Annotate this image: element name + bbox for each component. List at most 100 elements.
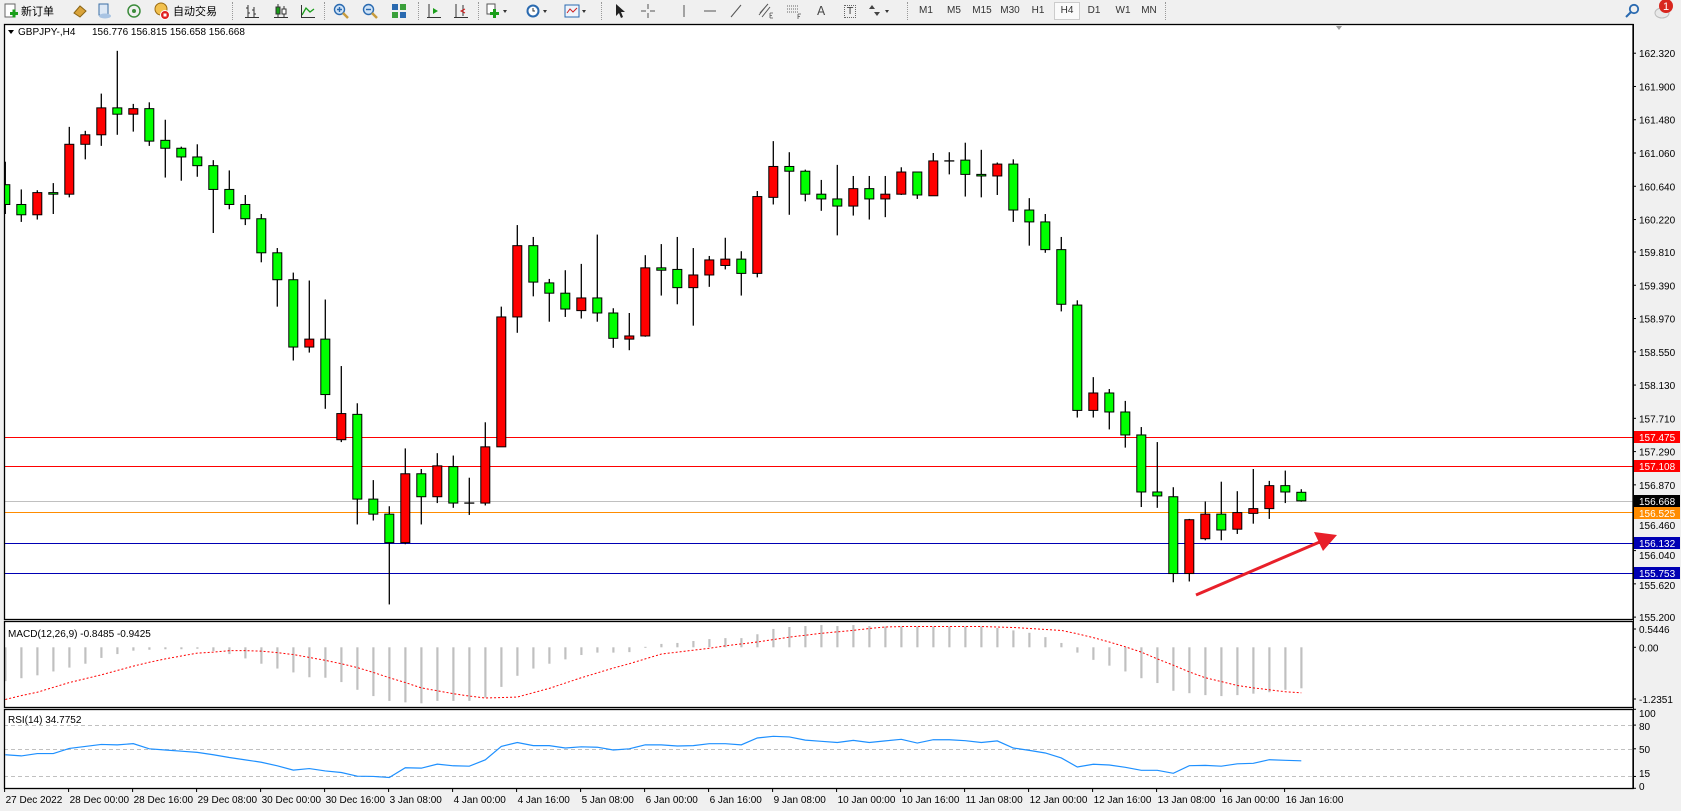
candle <box>992 162 1003 195</box>
candle-body <box>416 473 427 498</box>
time-axis-label: 16 Jan 16:00 <box>1286 795 1344 806</box>
text-label-tool-button[interactable]: T <box>844 2 857 20</box>
candle-body <box>704 259 715 276</box>
equidistant-channel-button[interactable] <box>757 2 775 20</box>
candle <box>208 160 219 233</box>
bar-chart-button[interactable] <box>244 2 260 20</box>
macd-histogram-bar <box>1108 647 1111 666</box>
macd-pane[interactable] <box>4 625 1303 704</box>
candle-body <box>1184 519 1195 575</box>
candle-body <box>320 338 331 396</box>
macd-histogram-bar <box>612 647 615 653</box>
candle-body <box>656 267 667 271</box>
chart-shift-button[interactable] <box>453 2 469 20</box>
macd-histogram-bar <box>548 647 551 664</box>
price-axis-label: 156.870 <box>1639 481 1676 492</box>
candle-body <box>208 165 219 190</box>
macd-histogram-bar <box>772 628 775 648</box>
candle <box>64 126 75 198</box>
market-watch-icon <box>73 5 87 18</box>
horizontal-line-button[interactable] <box>702 2 718 20</box>
time-axis-label: 4 Jan 16:00 <box>518 795 571 806</box>
candle-body <box>1216 513 1227 531</box>
candle <box>928 153 939 197</box>
rsi-pane[interactable] <box>4 725 1633 779</box>
macd-histogram-bar <box>996 627 999 648</box>
chart-canvas <box>4 24 1633 788</box>
price-pane[interactable] <box>1 50 1633 605</box>
macd-axis-label: 0.00 <box>1639 643 1659 654</box>
timeframe-m1[interactable]: M1 <box>919 5 933 16</box>
candle-body <box>848 188 859 207</box>
tile-windows-button[interactable] <box>391 2 407 20</box>
candle-body <box>528 245 539 283</box>
text-tool-button[interactable]: A <box>817 2 825 20</box>
macd-histogram-bar <box>180 647 183 650</box>
time-axis-label: 3 Jan 08:00 <box>390 795 443 806</box>
timeframe-h4[interactable]: H4 <box>1054 2 1080 20</box>
chart-menu-triangle-icon[interactable] <box>8 30 14 34</box>
time-axis-label: 5 Jan 08:00 <box>582 795 635 806</box>
new-order-button[interactable]: 新订单 <box>3 2 54 20</box>
candlestick-button[interactable] <box>273 2 289 20</box>
macd-histogram-bar <box>1252 647 1255 694</box>
navigator-button[interactable] <box>126 2 142 20</box>
annotation-arrow-line[interactable] <box>1195 539 1323 597</box>
notification-button[interactable]: 1 <box>1653 0 1675 19</box>
price-axis-label: 156.460 <box>1639 521 1676 532</box>
candle <box>512 225 523 333</box>
crosshair-button[interactable] <box>640 2 656 20</box>
search-button[interactable] <box>1624 2 1640 20</box>
timeframe-w1[interactable]: W1 <box>1115 5 1131 16</box>
candle <box>304 280 315 353</box>
chart-shift-marker-icon[interactable] <box>1336 26 1342 30</box>
timeframe-d1[interactable]: D1 <box>1087 5 1101 16</box>
macd-histogram-bar <box>132 647 135 651</box>
line-chart-button[interactable] <box>300 2 316 20</box>
crosshair-icon <box>641 4 655 18</box>
timeframe-m5[interactable]: M5 <box>947 5 961 16</box>
fibonacci-button[interactable] <box>785 2 803 20</box>
candle-body <box>512 245 523 318</box>
indicators-button[interactable] <box>486 2 508 20</box>
trendline-button[interactable] <box>728 2 744 20</box>
chart-window[interactable]: 162.320 161.900 161.480 161.060 160.640 160.2… <box>0 22 1681 811</box>
candle <box>432 453 443 504</box>
periods-button[interactable] <box>526 2 548 20</box>
candle-body <box>4 184 11 205</box>
auto-scroll-button[interactable] <box>426 2 442 20</box>
zoom-out-button[interactable] <box>362 2 378 20</box>
zoom-in-button[interactable] <box>333 2 349 20</box>
timeframe-mn[interactable]: MN <box>1141 5 1157 16</box>
templates-button[interactable] <box>564 2 588 20</box>
candle <box>672 236 683 305</box>
macd-histogram-bar <box>1268 647 1271 693</box>
vertical-line-button[interactable] <box>676 2 692 20</box>
separator <box>232 2 234 20</box>
candle-body <box>1152 491 1163 497</box>
toolbar: 新订单 自动交易 A T M1 M5 M15 M30 H1 H4 D1 W1 MN 1 <box>0 0 1681 23</box>
annotation-arrow-head-icon[interactable] <box>1314 532 1337 551</box>
candle-body <box>816 193 827 200</box>
candle <box>352 403 363 525</box>
macd-histogram-bar <box>884 626 887 648</box>
candle <box>688 248 699 326</box>
separator <box>1165 2 1167 20</box>
candle <box>1216 481 1227 541</box>
timeframe-h1[interactable]: H1 <box>1031 5 1045 16</box>
candle <box>608 308 619 348</box>
arrows-button[interactable] <box>868 2 890 20</box>
price-level-label: 156.525 <box>1639 509 1676 520</box>
price-level-label-bg <box>1634 431 1680 443</box>
auto-trading-button[interactable]: 自动交易 <box>153 2 217 20</box>
cursor-button[interactable] <box>612 2 628 20</box>
time-axis-label: 10 Jan 00:00 <box>838 795 896 806</box>
macd-histogram-bar <box>100 647 103 658</box>
data-window-button[interactable] <box>96 2 112 20</box>
macd-histogram-bar <box>84 647 87 664</box>
macd-histogram-bar <box>484 647 487 698</box>
timeframe-m30[interactable]: M30 <box>1000 5 1020 16</box>
candle-body <box>976 173 987 177</box>
market-watch-button[interactable] <box>72 2 88 20</box>
timeframe-m15[interactable]: M15 <box>972 5 992 16</box>
